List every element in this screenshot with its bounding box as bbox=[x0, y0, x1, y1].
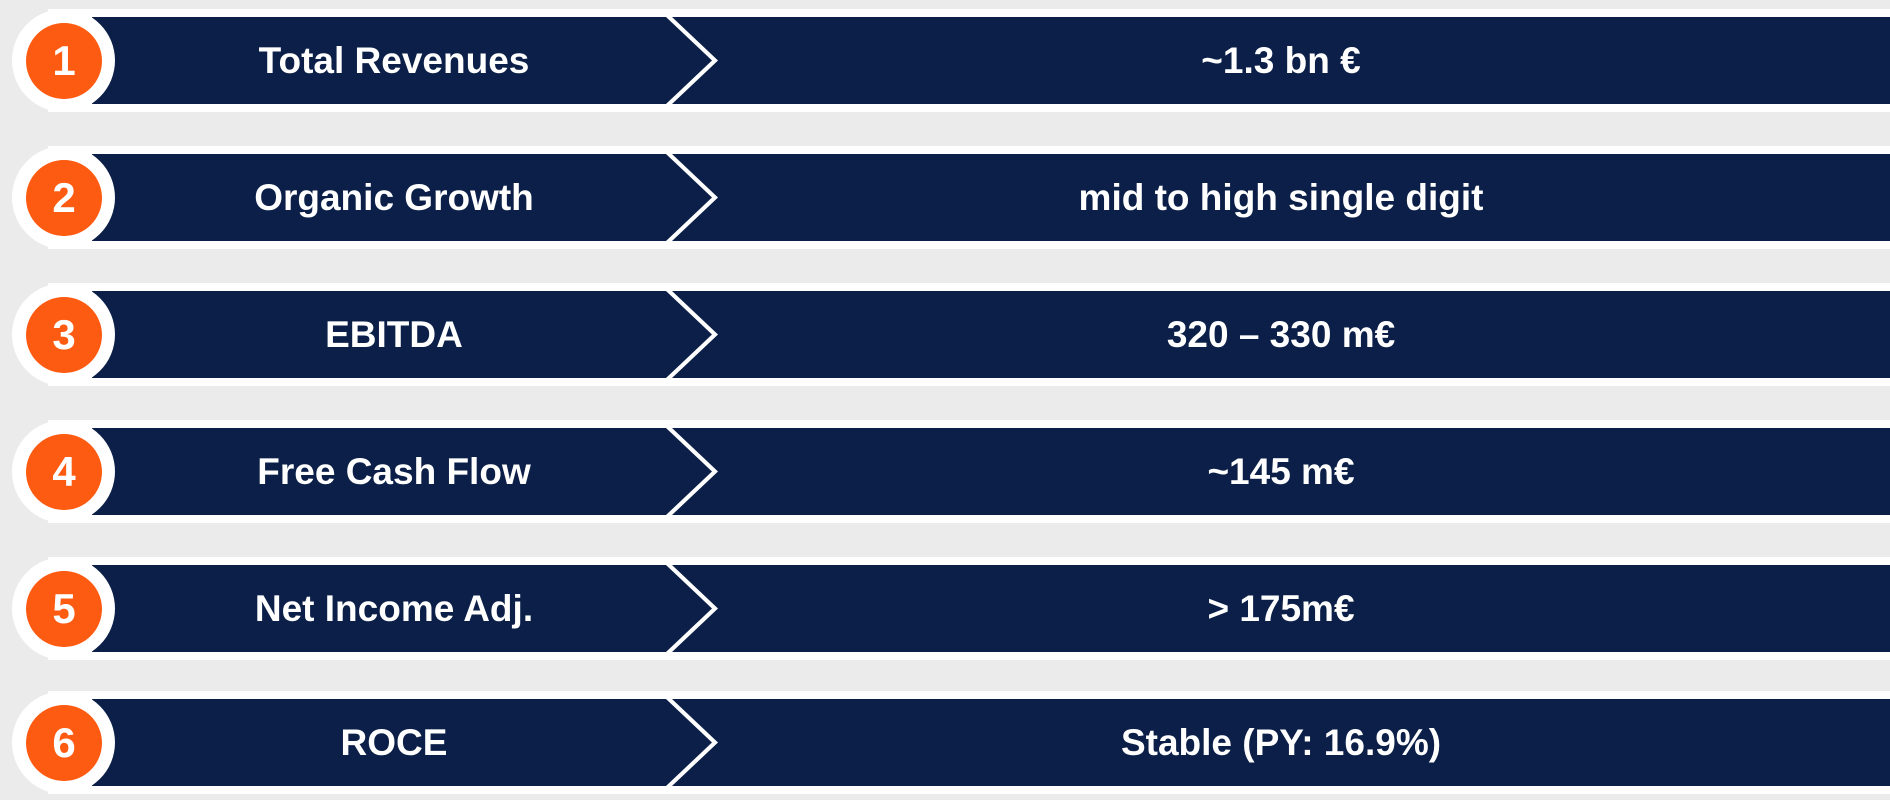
metric-label-box: Organic Growth bbox=[92, 154, 712, 241]
metric-value-box: ~145 m€ bbox=[672, 428, 1890, 515]
guidance-row: ROCE Stable (PY: 16.9%) 6 bbox=[12, 685, 1890, 800]
metric-value-box: mid to high single digit bbox=[672, 154, 1890, 241]
metric-label-box: Total Revenues bbox=[92, 17, 712, 104]
metric-value: ~145 m€ bbox=[1207, 450, 1355, 492]
guidance-row: Organic Growth mid to high single digit 2 bbox=[12, 140, 1890, 255]
guidance-row: Net Income Adj. > 175m€ 5 bbox=[12, 551, 1890, 666]
guidance-row: EBITDA 320 – 330 m€ 3 bbox=[12, 277, 1890, 392]
number-badge: 4 bbox=[26, 434, 102, 510]
metric-label-box: Free Cash Flow bbox=[92, 428, 712, 515]
number-badge: 5 bbox=[26, 571, 102, 647]
guidance-row: Total Revenues ~1.3 bn € 1 bbox=[12, 3, 1890, 118]
metric-value: ~1.3 bn € bbox=[1201, 39, 1361, 81]
metric-value: 320 – 330 m€ bbox=[1166, 313, 1396, 355]
row-number: 2 bbox=[52, 174, 76, 221]
metric-label-box: ROCE bbox=[92, 699, 712, 786]
row-number: 6 bbox=[52, 719, 76, 766]
metric-label: Net Income Adj. bbox=[254, 587, 534, 629]
metric-label: EBITDA bbox=[325, 313, 463, 355]
metric-value: mid to high single digit bbox=[1078, 176, 1484, 218]
metric-value-box: ~1.3 bn € bbox=[672, 17, 1890, 104]
metric-label: Organic Growth bbox=[254, 176, 534, 218]
row-number: 1 bbox=[52, 37, 76, 84]
number-badge: 2 bbox=[26, 160, 102, 236]
metric-value-box: Stable (PY: 16.9%) bbox=[672, 699, 1890, 786]
number-badge: 3 bbox=[26, 297, 102, 373]
metric-value: Stable (PY: 16.9%) bbox=[1120, 721, 1442, 763]
guidance-row: Free Cash Flow ~145 m€ 4 bbox=[12, 414, 1890, 529]
row-number: 4 bbox=[52, 448, 76, 495]
metric-value-box: > 175m€ bbox=[672, 565, 1890, 652]
metric-label-box: EBITDA bbox=[92, 291, 712, 378]
row-number: 5 bbox=[52, 585, 76, 632]
metric-value: > 175m€ bbox=[1207, 587, 1355, 629]
number-badge: 1 bbox=[26, 23, 102, 99]
metric-label: Free Cash Flow bbox=[257, 450, 531, 492]
number-badge: 6 bbox=[26, 705, 102, 781]
metric-label: ROCE bbox=[340, 721, 448, 763]
row-number: 3 bbox=[52, 311, 76, 358]
metric-label-box: Net Income Adj. bbox=[92, 565, 712, 652]
metric-value-box: 320 – 330 m€ bbox=[672, 291, 1890, 378]
metric-label: Total Revenues bbox=[258, 39, 530, 81]
